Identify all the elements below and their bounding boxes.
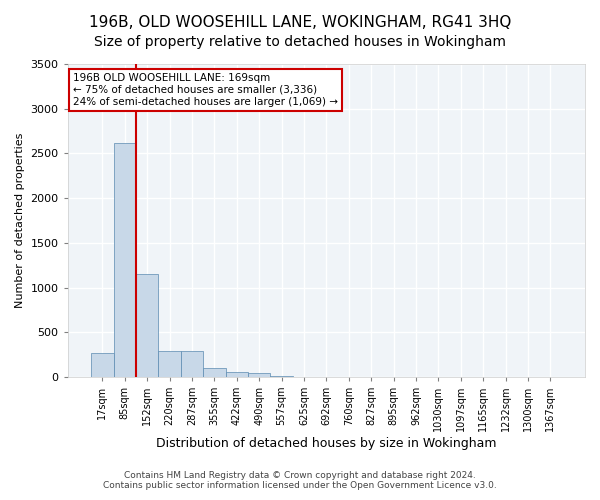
Bar [181,352,203,377]
Text: Contains HM Land Registry data © Crown copyright and database right 2024.
Contai: Contains HM Land Registry data © Crown c… [103,470,497,490]
Y-axis label: Number of detached properties: Number of detached properties [15,133,25,308]
Bar [248,374,271,377]
Bar [113,142,136,377]
Bar [203,368,226,377]
Bar [226,372,248,377]
Text: 196B OLD WOOSEHILL LANE: 169sqm
← 75% of detached houses are smaller (3,336)
24%: 196B OLD WOOSEHILL LANE: 169sqm ← 75% of… [73,74,338,106]
Text: 196B, OLD WOOSEHILL LANE, WOKINGHAM, RG41 3HQ: 196B, OLD WOOSEHILL LANE, WOKINGHAM, RG4… [89,15,511,30]
Bar [158,352,181,377]
Bar [136,274,158,377]
Text: Size of property relative to detached houses in Wokingham: Size of property relative to detached ho… [94,35,506,49]
X-axis label: Distribution of detached houses by size in Wokingham: Distribution of detached houses by size … [156,437,497,450]
Bar [91,353,113,377]
